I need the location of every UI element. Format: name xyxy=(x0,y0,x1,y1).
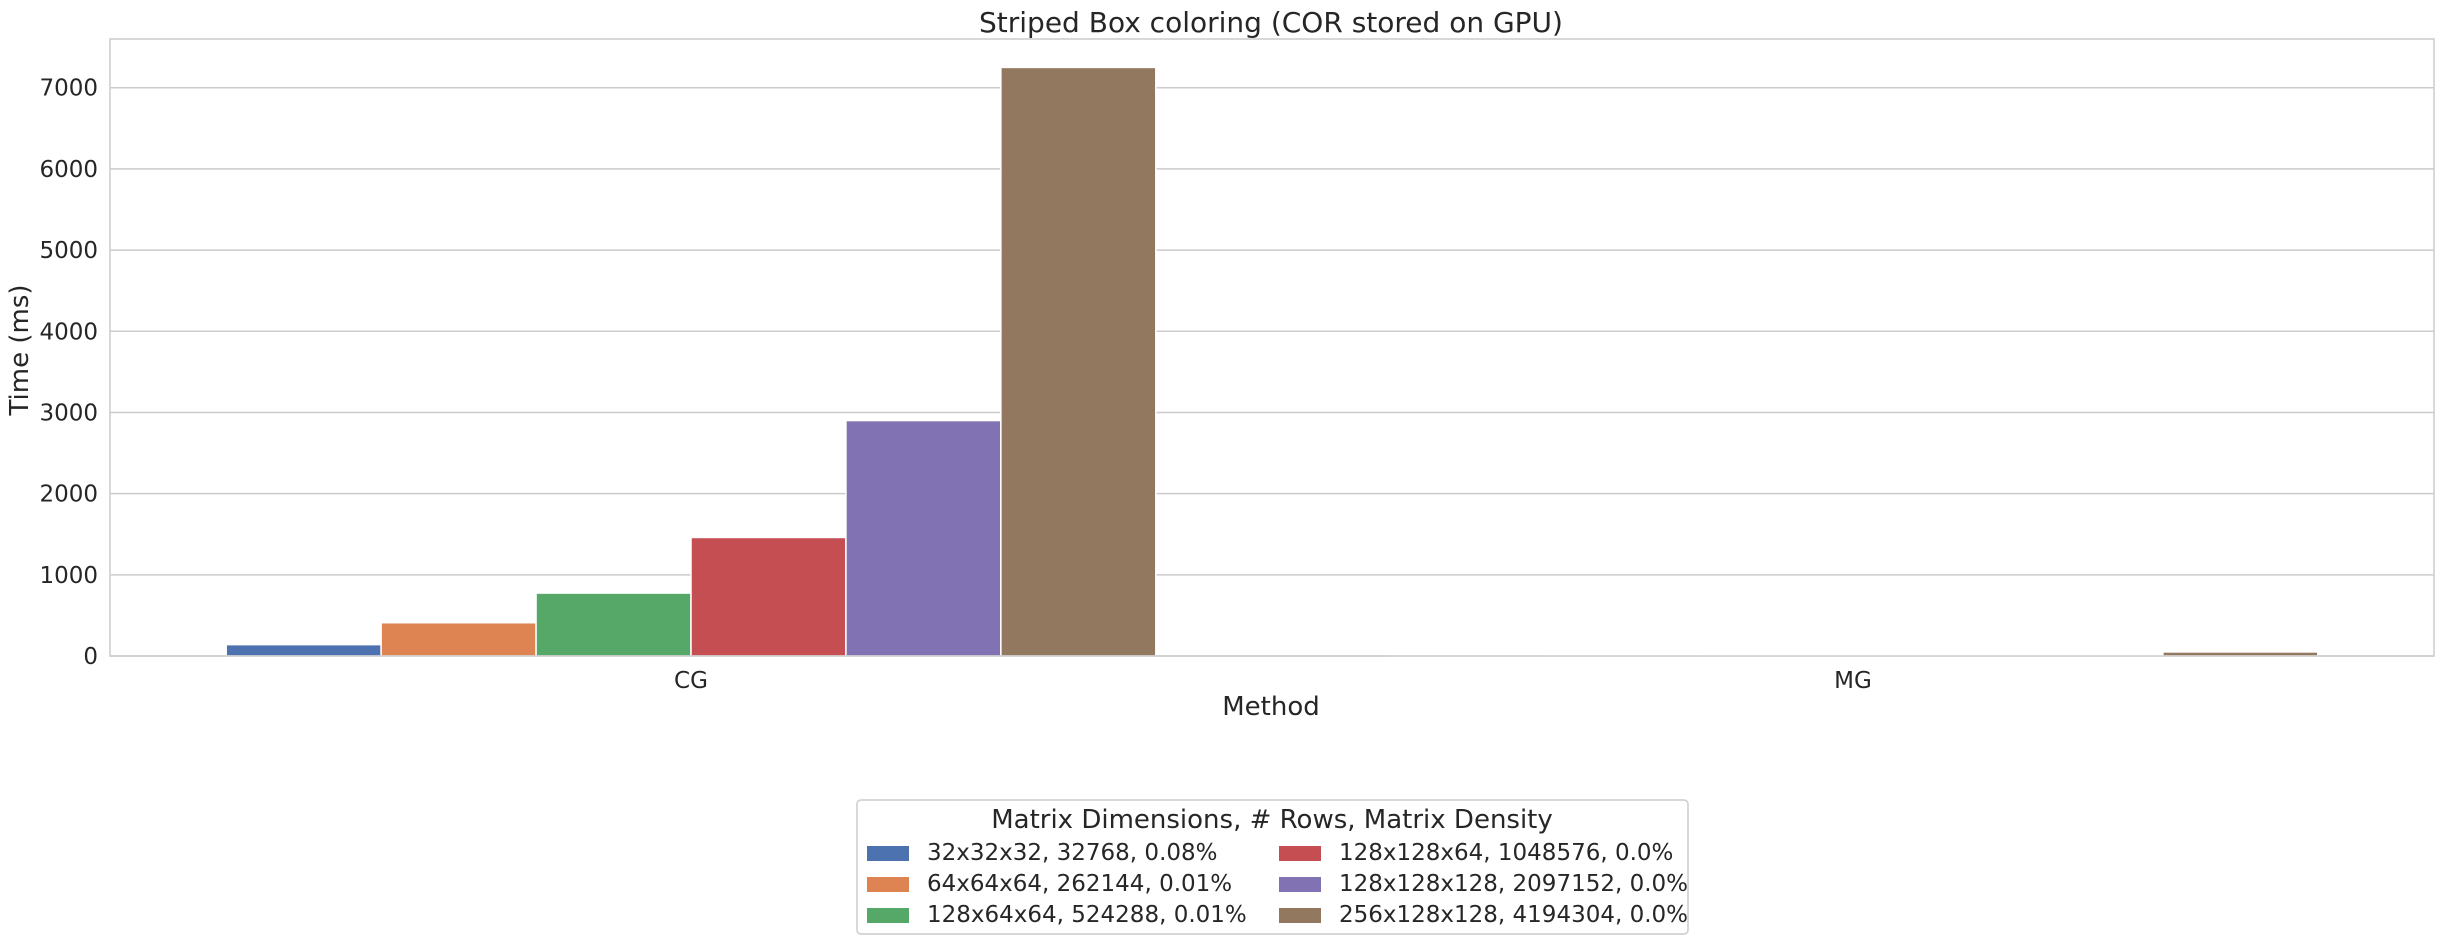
y-tick-label: 6000 xyxy=(39,157,98,183)
y-tick-label: 7000 xyxy=(39,76,98,102)
legend-label: 128x128x64, 1048576, 0.0% xyxy=(1339,840,1673,866)
legend-label: 128x64x64, 524288, 0.01% xyxy=(927,902,1247,928)
bar xyxy=(535,592,692,657)
bar xyxy=(690,536,847,657)
legend-label: 128x128x128, 2097152, 0.0% xyxy=(1339,871,1688,897)
bar xyxy=(380,621,537,657)
chart-title: Striped Box coloring (COR stored on GPU) xyxy=(979,6,1563,39)
bars xyxy=(225,66,2319,657)
x-tick-label: CG xyxy=(674,668,708,694)
bar xyxy=(1000,66,1157,657)
legend-items: 32x32x32, 32768, 0.08% 64x64x64, 262144, … xyxy=(867,840,1688,928)
plot-frame xyxy=(109,38,2435,657)
y-tick-label: 0 xyxy=(83,644,98,670)
y-axis-title: Time (ms) xyxy=(5,284,35,416)
legend-swatch xyxy=(867,846,909,861)
y-tick-label: 2000 xyxy=(39,482,98,508)
y-tick-label: 1000 xyxy=(39,563,98,589)
legend-swatch xyxy=(867,908,909,923)
bar xyxy=(845,419,1002,657)
legend-swatch xyxy=(1279,846,1321,861)
legend-label: 256x128x128, 4194304, 0.0% xyxy=(1339,902,1688,928)
gridlines xyxy=(110,86,2434,657)
legend-label: 64x64x64, 262144, 0.01% xyxy=(927,871,1232,897)
bar xyxy=(225,643,382,657)
axes: 0 1000 2000 3000 4000 5000 6000 7000 CG MG xyxy=(39,38,2435,694)
y-tick-label: 3000 xyxy=(39,400,98,426)
x-axis-title: Method xyxy=(1222,692,1320,722)
legend-swatch xyxy=(867,877,909,892)
legend-swatch xyxy=(1279,908,1321,923)
x-tick-label: MG xyxy=(1834,668,1872,694)
y-tick-label: 4000 xyxy=(39,319,98,345)
legend-frame xyxy=(856,799,1689,935)
legend-label: 32x32x32, 32768, 0.08% xyxy=(927,840,1218,866)
legend: Matrix Dimensions, # Rows, Matrix Densit… xyxy=(856,799,1689,935)
y-tick-label: 5000 xyxy=(39,238,98,264)
legend-swatch xyxy=(1279,877,1321,892)
legend-title: Matrix Dimensions, # Rows, Matrix Densit… xyxy=(991,805,1553,835)
